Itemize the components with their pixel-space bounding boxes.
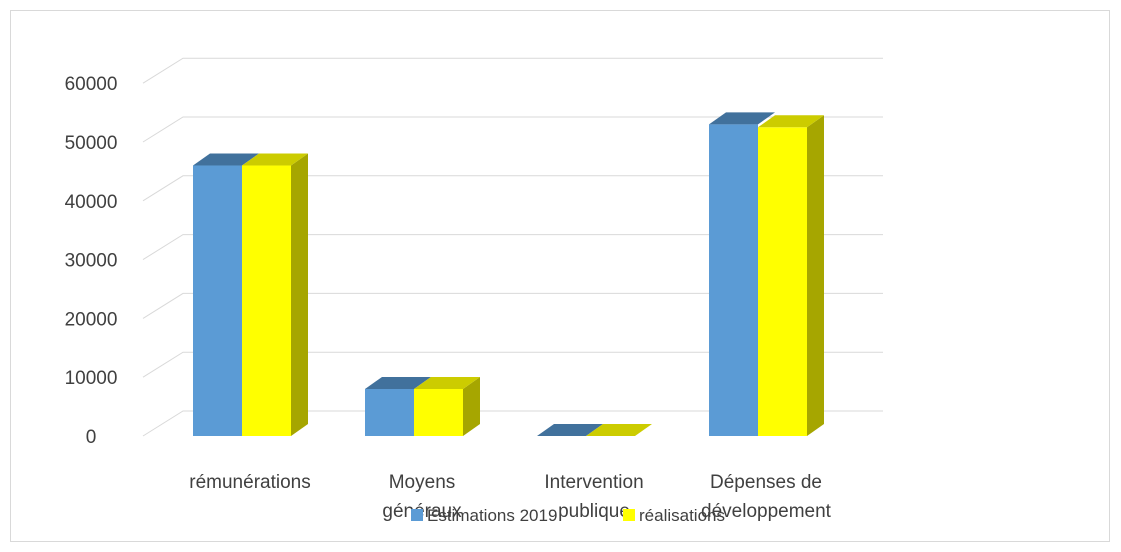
gridline (142, 351, 883, 378)
bar-top (193, 153, 259, 166)
x-tick-label: Intervention publique (544, 472, 643, 522)
x-tick-label: Dépenses de développement (701, 472, 832, 522)
y-tick-label: 40000 (65, 192, 118, 213)
gridline (142, 292, 883, 319)
legend-swatch (411, 509, 423, 521)
bar-top (537, 424, 603, 436)
bar-front (758, 127, 807, 437)
legend-swatch (623, 509, 635, 521)
bar-front (709, 124, 758, 437)
bar-side (807, 115, 824, 437)
y-tick-label: 20000 (65, 309, 118, 330)
bar-side (463, 376, 480, 436)
bar-top (758, 115, 824, 128)
legend-label: réalisations (639, 506, 725, 525)
y-tick-label: 0 (86, 427, 97, 448)
bar-top (414, 376, 480, 389)
gridline (142, 57, 883, 84)
bar-front (365, 388, 414, 436)
bar-top (365, 376, 431, 389)
gridline (142, 234, 883, 261)
legend-label: Estimations 2019 (427, 506, 557, 525)
gridline (142, 410, 883, 437)
bar-top (242, 153, 308, 166)
y-tick-label: 50000 (65, 133, 118, 154)
gridline (142, 116, 883, 143)
bar-top (709, 112, 775, 125)
bar-front (414, 388, 463, 436)
x-tick-label: rémunérations (189, 472, 310, 493)
y-tick-label: 60000 (65, 74, 118, 95)
y-tick-label: 10000 (65, 368, 118, 389)
bar-front (193, 165, 242, 436)
y-tick-label: 30000 (65, 251, 118, 272)
gridline (142, 175, 883, 202)
bar-side (291, 153, 308, 436)
bar-top (586, 424, 652, 436)
bar-front (242, 165, 291, 436)
